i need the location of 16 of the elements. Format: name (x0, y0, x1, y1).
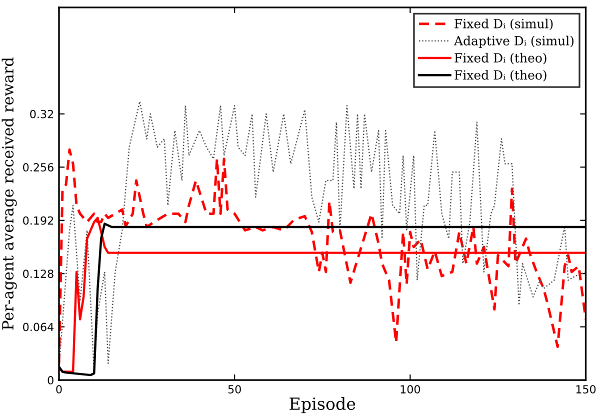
legend-label: Fixed Dᵢ (simul) (454, 18, 553, 30)
x-tick-label: 50 (228, 385, 241, 394)
y-tick-label: 0.32 (30, 110, 54, 118)
y-axis-title: Per-agent average received reward (2, 57, 17, 330)
x-tick-label: 0 (56, 385, 62, 394)
y-tick-label: 0.128 (23, 270, 54, 278)
legend-label: Fixed Dᵢ (theo) (454, 52, 546, 64)
x-axis-title: Episode (290, 397, 356, 414)
x-tick-label: 100 (400, 385, 420, 394)
y-tick-label: 0.192 (23, 216, 54, 225)
y-tick-label: 0.064 (23, 322, 54, 332)
y-tick-label: 0 (48, 376, 54, 384)
legend-label: Adaptive Dᵢ (simul) (454, 36, 574, 48)
legend-label: Fixed Dᵢ (theo) (454, 70, 546, 82)
y-tick-label: 0.256 (23, 163, 54, 172)
x-tick-label: 150 (576, 385, 596, 394)
